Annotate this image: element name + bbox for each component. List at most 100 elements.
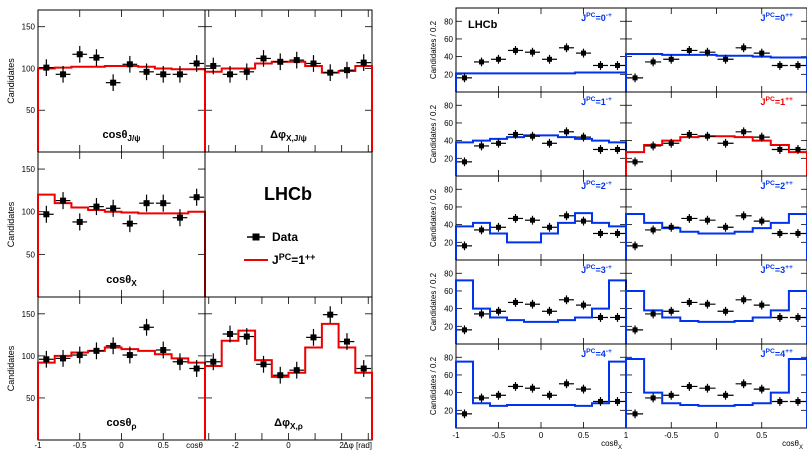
data-point	[210, 358, 217, 365]
data-point	[547, 392, 552, 398]
fit-histogram	[625, 289, 807, 344]
data-point	[143, 324, 150, 331]
data-point	[615, 314, 620, 320]
data-point	[741, 297, 747, 303]
y-tick-label: 60	[444, 203, 453, 212]
y-tick-label: 20	[444, 238, 453, 247]
data-point	[462, 411, 467, 417]
data-point	[43, 64, 50, 71]
hyp-panel: JPC=4-+	[455, 343, 627, 429]
data-point	[462, 327, 467, 333]
y-axis-title: Candidates / 0.2	[429, 188, 438, 247]
data-point	[759, 50, 765, 56]
data-point	[581, 218, 586, 224]
data-point	[668, 140, 674, 146]
data-point	[704, 301, 710, 307]
data-point	[704, 217, 710, 223]
x-tick-label: 0.5	[158, 441, 170, 450]
data-point	[723, 224, 729, 230]
hyp-panel: JPC=1++	[625, 91, 807, 177]
y-tick-label: 100	[22, 352, 36, 361]
hypothesis-label: JPC=3++	[760, 264, 793, 275]
x-tick-label: 0	[539, 431, 544, 440]
hyp-panel: JPC=4++	[625, 343, 807, 429]
x-tick-label: 1	[624, 431, 629, 440]
data-point	[110, 79, 117, 86]
data-point	[704, 385, 710, 391]
fit-histogram	[455, 360, 627, 428]
data-point	[462, 75, 467, 81]
data-point	[160, 346, 167, 353]
data-point	[160, 200, 167, 207]
data-point	[93, 347, 100, 354]
data-point	[176, 358, 183, 365]
fit-histogram	[455, 71, 627, 92]
data-point	[43, 356, 50, 363]
data-point	[479, 227, 484, 233]
data-point	[615, 398, 620, 404]
data-point	[479, 59, 484, 65]
y-tick-label: 150	[22, 165, 36, 174]
data-point	[704, 49, 710, 55]
data-point	[110, 205, 117, 212]
data-point	[723, 56, 729, 62]
data-point	[615, 230, 620, 236]
hyp-panel: JPC=3++	[625, 259, 807, 345]
data-point	[615, 62, 620, 68]
data-point	[777, 146, 783, 152]
hypothesis-label: JPC=4-+	[581, 348, 612, 359]
y-tick-label: 20	[444, 406, 453, 415]
data-point	[143, 68, 150, 75]
data-point	[759, 134, 765, 140]
data-point	[632, 327, 638, 333]
panel-label: cosθJ/ψ	[102, 129, 140, 143]
hypothesis-label: JPC=2-+	[581, 180, 612, 191]
legend-data-label: Data	[272, 230, 298, 244]
data-point	[60, 197, 67, 204]
data-point	[293, 57, 300, 64]
data-point	[759, 386, 765, 392]
data-point	[564, 297, 569, 303]
data-point	[243, 68, 250, 75]
hypothesis-label: JPC=0-+	[581, 12, 612, 23]
data-point	[704, 133, 710, 139]
data-point	[513, 131, 518, 137]
data-point	[564, 45, 569, 51]
data-point	[530, 217, 535, 223]
y-axis-title: Candidates	[6, 345, 16, 391]
data-point	[343, 67, 350, 74]
left-figure: cosθJ/ψ ΔφX,J/ψ cosθX cosθρ ΔφX,ρ 50 100 150 Can…	[6, 9, 373, 450]
data-point	[76, 51, 83, 58]
y-tick-label: 40	[444, 137, 453, 146]
data-point	[741, 213, 747, 219]
fit-histogram	[625, 358, 807, 428]
data-point	[741, 129, 747, 135]
data-point	[530, 301, 535, 307]
data-point	[530, 133, 535, 139]
legend-fit-label: JPC=1++	[272, 252, 315, 267]
data-point	[795, 146, 801, 152]
fit-histogram	[37, 64, 206, 152]
hypothesis-label: JPC=0++	[760, 12, 793, 23]
panel-costheta-rho: cosθρ	[37, 296, 206, 441]
data-point	[496, 224, 501, 230]
y-axis-title: Candidates / 0.2	[429, 356, 438, 415]
x-tick-label: 0	[119, 441, 124, 450]
data-point	[462, 243, 467, 249]
y-tick-label: 150	[22, 23, 36, 32]
x-tick-label: -0.5	[492, 431, 506, 440]
data-point	[777, 62, 783, 68]
data-point	[598, 314, 603, 320]
data-point	[496, 56, 501, 62]
data-point	[260, 361, 267, 368]
data-point	[126, 61, 133, 68]
data-point	[615, 146, 620, 152]
data-point	[160, 71, 167, 78]
data-point	[795, 62, 801, 68]
hyp-panel: JPC=1-+	[455, 91, 627, 177]
fit-histogram	[625, 213, 807, 260]
data-point	[723, 140, 729, 146]
right-figure: JPC=0-+ JPC=0++ JPC=1-+ JPC=1++ JPC=2-+ JPC=2…	[429, 7, 807, 451]
y-tick-label: 60	[444, 287, 453, 296]
